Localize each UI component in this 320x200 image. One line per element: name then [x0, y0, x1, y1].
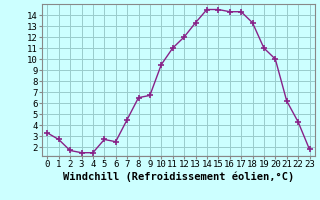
X-axis label: Windchill (Refroidissement éolien,°C): Windchill (Refroidissement éolien,°C) [63, 172, 294, 182]
